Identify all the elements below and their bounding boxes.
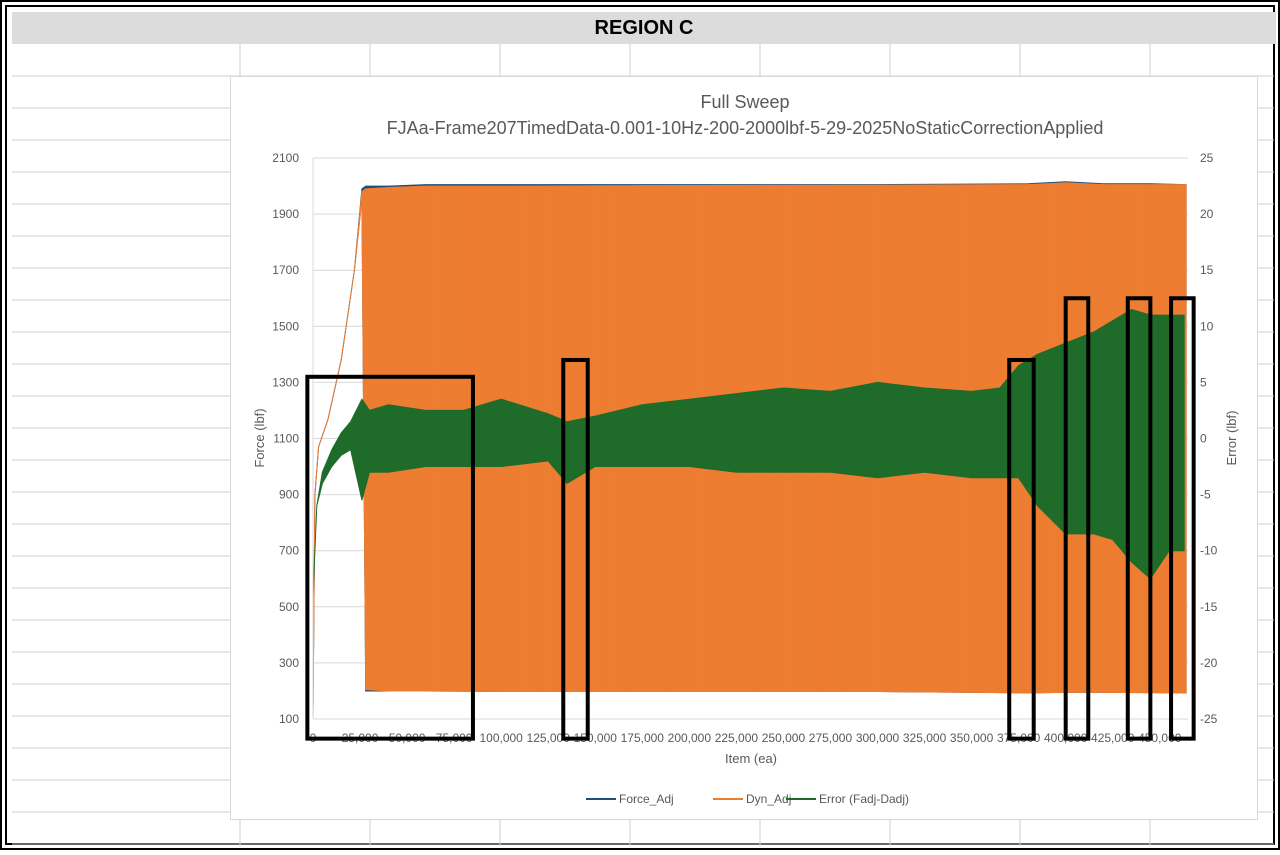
y2-tick-label: 15 (1200, 263, 1214, 277)
y-tick-label: 100 (279, 712, 299, 726)
y2-tick-label: -10 (1200, 544, 1218, 558)
y-tick-label: 500 (279, 600, 299, 614)
y-axis-label: Force (lbf) (252, 408, 267, 467)
x-tick-label: 425,000 (1091, 731, 1135, 745)
chart-axes: 100300500700900110013001500170019002100-… (272, 151, 1217, 745)
x-tick-label: 175,000 (621, 731, 665, 745)
x-tick-label: 200,000 (668, 731, 712, 745)
y2-tick-label: 5 (1200, 375, 1207, 389)
y-tick-label: 700 (279, 544, 299, 558)
series-envelope (312, 308, 1185, 596)
series-error (312, 308, 1185, 596)
region-title: REGION C (12, 12, 1276, 44)
chart-svg: Full Sweep FJAa-Frame207TimedData-0.001-… (252, 92, 1239, 806)
y-tick-label: 2100 (272, 151, 299, 165)
chart-series (312, 181, 1187, 720)
x-tick-label: 325,000 (903, 731, 947, 745)
y-tick-label: 1500 (272, 319, 299, 333)
x-tick-label: 100,000 (479, 731, 523, 745)
y-tick-label: 300 (279, 656, 299, 670)
y2-tick-label: -25 (1200, 712, 1218, 726)
y-tick-label: 1700 (272, 263, 299, 277)
x-tick-label: 300,000 (856, 731, 900, 745)
x-tick-label: 125,000 (527, 731, 571, 745)
highlight-box (1125, 296, 1153, 741)
y-tick-label: 900 (279, 488, 299, 502)
chart-subtitle: FJAa-Frame207TimedData-0.001-10Hz-200-20… (387, 118, 1104, 138)
y2-tick-label: 20 (1200, 207, 1214, 221)
x-tick-label: 250,000 (762, 731, 806, 745)
y-tick-label: 1300 (272, 375, 299, 389)
y-tick-label: 1900 (272, 207, 299, 221)
chart-legend: Force_Adj Dyn_Adj Error (Fadj-Dadj) (586, 792, 909, 806)
y2-tick-label: -5 (1200, 488, 1211, 502)
y-tick-label: 1100 (273, 432, 299, 446)
highlight-box (305, 374, 475, 741)
y2-tick-label: 10 (1200, 319, 1214, 333)
highlight-box (1007, 357, 1036, 741)
x-tick-label: 225,000 (715, 731, 759, 745)
x-tick-label: 150,000 (574, 731, 618, 745)
y2-tick-label: -15 (1200, 600, 1218, 614)
y2-tick-label: 25 (1200, 151, 1214, 165)
x-tick-label: 275,000 (809, 731, 853, 745)
highlight-box (1063, 296, 1091, 741)
legend-label: Error (Fadj-Dadj) (819, 792, 909, 806)
y2-tick-label: 0 (1200, 432, 1207, 446)
x-axis-label: Item (ea) (725, 751, 777, 766)
highlight-boxes (305, 296, 1196, 741)
highlight-box (1169, 296, 1196, 741)
chart-area[interactable]: Full Sweep FJAa-Frame207TimedData-0.001-… (230, 76, 1258, 820)
y2-axis-label: Error (lbf) (1224, 411, 1239, 466)
chart-title: Full Sweep (700, 92, 789, 112)
highlight-box (561, 357, 590, 741)
x-tick-label: 350,000 (950, 731, 994, 745)
legend-label: Force_Adj (619, 792, 674, 806)
y2-tick-label: -20 (1200, 656, 1218, 670)
legend-label: Dyn_Adj (746, 792, 791, 806)
